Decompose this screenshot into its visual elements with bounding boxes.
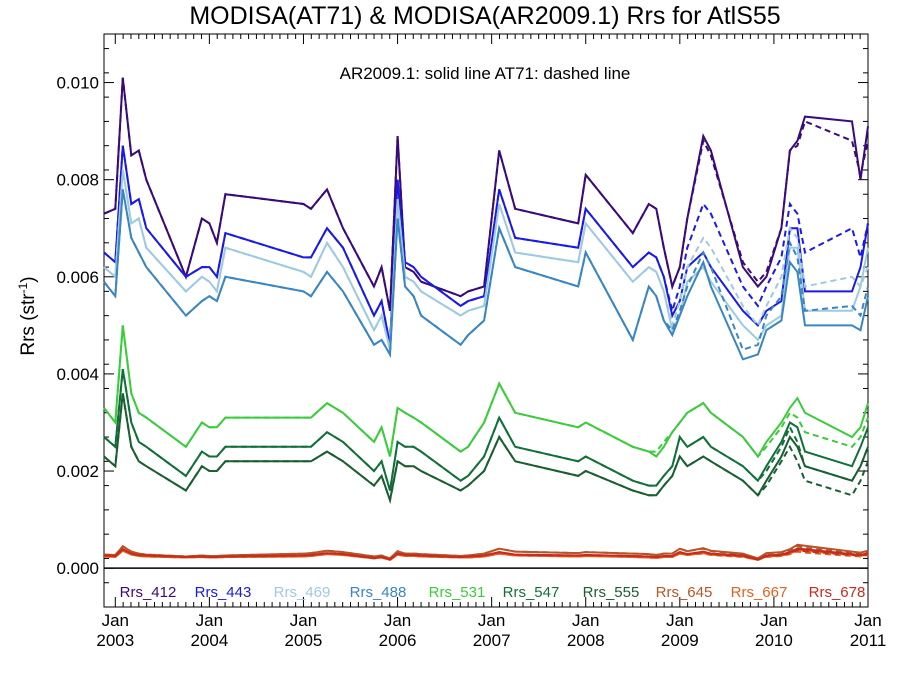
y-tick-label: 0.002	[56, 462, 99, 481]
series-line-solid-Rrs_678	[103, 547, 869, 561]
x-tick-month: Jan	[102, 611, 129, 630]
plot-frame	[103, 33, 869, 608]
x-tick-year: 2010	[755, 631, 793, 650]
series-line-dashed-Rrs_547	[103, 368, 869, 491]
legend-item-Rrs_531: Rrs_531	[429, 584, 486, 601]
series-line-dashed-Rrs_469	[103, 169, 869, 350]
legend-item-Rrs_555: Rrs_555	[583, 584, 640, 601]
series-line-dashed-Rrs_555	[103, 393, 869, 505]
chart-title: MODISA(AT71) & MODISA(AR2009.1) Rrs for …	[189, 2, 780, 30]
annotation-text: AR2009.1: solid line AT71: dashed line	[340, 64, 631, 83]
x-tick-year: 2004	[190, 631, 228, 650]
legend-item-Rrs_488: Rrs_488	[350, 584, 407, 601]
x-tick-month: Jan	[290, 611, 317, 630]
x-tick-month: Jan	[384, 611, 411, 630]
series-lines	[103, 77, 869, 561]
x-tick-year: 2008	[567, 631, 605, 650]
y-tick-label: 0.006	[56, 268, 99, 287]
legend-item-Rrs_645: Rrs_645	[656, 584, 713, 601]
x-tick-month: Jan	[478, 611, 505, 630]
series-line-solid-Rrs_555	[103, 393, 869, 505]
x-tick-year: 2009	[661, 631, 699, 650]
x-tick-year: 2007	[473, 631, 511, 650]
series-line-solid-Rrs_469	[103, 169, 869, 350]
y-tick-label: 0.010	[56, 74, 99, 93]
plot-border	[103, 33, 869, 608]
x-tick-year: 2005	[285, 631, 323, 650]
legend-item-Rrs_667: Rrs_667	[731, 584, 788, 601]
x-tick-month: Jan	[760, 611, 787, 630]
y-tick-label: 0.008	[56, 171, 99, 190]
y-axis-label-close: )	[18, 276, 39, 282]
y-axis-label-sup: -1	[16, 282, 30, 293]
legend: Rrs_412 Rrs_443 Rrs_469 Rrs_488 Rrs_531 Rrs_5…	[120, 584, 866, 601]
series-line-solid-Rrs_547	[103, 368, 869, 491]
x-tick-month: Jan	[854, 611, 881, 630]
x-tick-month: Jan	[572, 611, 599, 630]
series-line-dashed-Rrs_531	[103, 325, 869, 459]
y-axis-ticks: 0.000 0.002 0.004 0.006 0.008 0.010	[56, 48, 868, 608]
legend-item-Rrs_469: Rrs_469	[274, 584, 331, 601]
series-line-solid-Rrs_412	[103, 77, 869, 311]
series-line-solid-Rrs_531	[103, 325, 869, 459]
y-axis-label-main: Rrs (str	[18, 293, 39, 356]
y-axis-label: Rrs (str-1)	[16, 276, 39, 355]
y-tick-label: 0.000	[56, 559, 99, 578]
x-tick-month: Jan	[666, 611, 693, 630]
x-tick-year: 2006	[379, 631, 417, 650]
x-tick-year: 2011	[850, 631, 887, 650]
x-tick-year: 2003	[96, 631, 134, 650]
legend-item-Rrs_547: Rrs_547	[503, 584, 560, 601]
legend-item-Rrs_412: Rrs_412	[120, 584, 177, 601]
x-axis-ticks: Jan2003Jan2004Jan2005Jan2006Jan2007Jan20…	[96, 34, 886, 650]
series-line-solid-Rrs_488	[103, 189, 869, 361]
y-tick-label: 0.004	[56, 365, 99, 384]
legend-item-Rrs_443: Rrs_443	[195, 584, 252, 601]
x-tick-month: Jan	[196, 611, 223, 630]
legend-item-Rrs_678: Rrs_678	[809, 584, 866, 601]
